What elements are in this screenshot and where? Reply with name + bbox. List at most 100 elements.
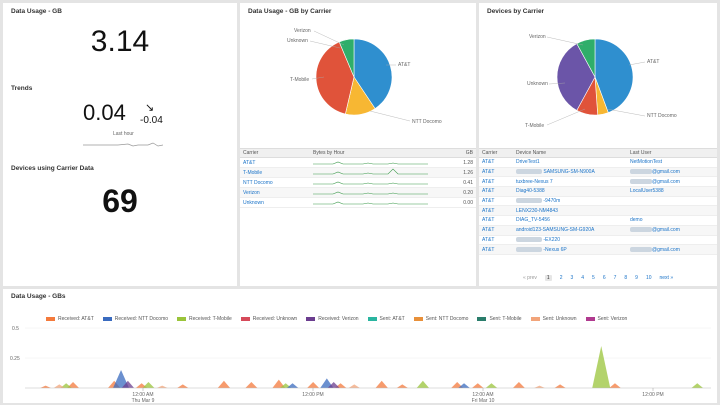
pager-page[interactable]: 9	[635, 275, 638, 281]
device-name-cell[interactable]: tuxbree-Nexus 7	[513, 176, 627, 188]
area-chart-title: Data Usage - GBs	[11, 293, 66, 300]
device-carrier-cell[interactable]: AT&T	[479, 225, 513, 236]
last-user-cell[interactable]: NetMotionTest	[627, 157, 717, 168]
pie-label-unknown: Unknown	[287, 38, 308, 44]
device-name-cell[interactable]: -Nexus 6P	[513, 244, 627, 255]
legend-item[interactable]: Received: Verizon	[306, 316, 359, 322]
device-row[interactable]: AT&T LENX230-NM4843	[479, 205, 717, 217]
device-row[interactable]: AT&T DIAG_TV-5456 demo	[479, 215, 717, 226]
pie-slice-att[interactable]	[594, 38, 634, 113]
device-name-cell[interactable]: LENX230-NM4843	[513, 205, 627, 217]
pager-page[interactable]: 1	[544, 275, 552, 281]
pie-label-verizon: Verizon	[294, 28, 311, 34]
x-tick-label: 12:00 PM	[302, 392, 323, 398]
carrier-cell[interactable]: Unknown	[240, 197, 310, 208]
device-carrier-cell[interactable]: AT&T	[479, 167, 513, 178]
device-row[interactable]: AT&T -Nexus 6P @gmail.com	[479, 244, 717, 255]
device-row[interactable]: AT&T Diag40-5388 LocalUser5388	[479, 186, 717, 197]
last-user-cell[interactable]	[627, 235, 717, 246]
device-row[interactable]: AT&T tuxbree-Nexus 7 @gmail.com	[479, 176, 717, 188]
pager-page[interactable]: 4	[581, 275, 585, 281]
area-peak	[142, 382, 155, 388]
carrier-cell[interactable]: T-Mobile	[240, 167, 310, 178]
carrier-row[interactable]: AT&T 1.28	[240, 157, 476, 168]
last-user-cell[interactable]: @gmail.com	[627, 244, 717, 255]
legend-item[interactable]: Received: AT&T	[46, 316, 94, 322]
pager-page[interactable]: 6	[602, 275, 606, 281]
carrier-cell[interactable]: Verizon	[240, 187, 310, 198]
area-peak	[272, 379, 286, 388]
device-name-cell[interactable]: DriveTest1	[513, 157, 627, 168]
device-carrier-cell[interactable]: AT&T	[479, 235, 513, 246]
pager-page[interactable]: 10	[645, 275, 652, 281]
last-user: LocalUser5388	[630, 188, 664, 195]
carrier-row[interactable]: Unknown 0.00	[240, 197, 476, 208]
legend-swatch	[102, 317, 112, 321]
device-name-cell[interactable]: SAMSUNG-SM-N900A	[513, 167, 627, 178]
device-row[interactable]: AT&T android123-SAMSUNG-SM-G920A @gmail.co…	[479, 225, 717, 236]
last-user-cell[interactable]: @gmail.com	[627, 167, 717, 178]
legend-item[interactable]: Sent: NTT Docomo	[413, 316, 468, 322]
device-carrier-cell[interactable]: AT&T	[479, 157, 513, 168]
carrier-cell[interactable]: AT&T	[240, 157, 310, 168]
carrier-row[interactable]: T-Mobile 1.26	[240, 167, 476, 178]
last-user-cell[interactable]	[627, 196, 717, 207]
area-peak	[286, 383, 299, 388]
device-row[interactable]: AT&T -9470m	[479, 196, 717, 207]
device-carrier-cell[interactable]: AT&T	[479, 196, 513, 207]
trend-delta: -0.04	[140, 115, 163, 126]
device-row[interactable]: AT&T -EX220	[479, 235, 717, 246]
pie-slice-verizon[interactable]	[338, 38, 355, 78]
pager-prev[interactable]: « prev	[523, 275, 537, 281]
last-user: NetMotionTest	[630, 159, 662, 166]
device-name-cell[interactable]: -9470m	[513, 196, 627, 207]
last-user-cell[interactable]: LocalUser5388	[627, 186, 717, 197]
pager-page[interactable]: 3	[570, 275, 574, 281]
legend-item[interactable]: Sent: AT&T	[367, 316, 405, 322]
device-carrier-cell[interactable]: AT&T	[479, 186, 513, 197]
pager-page[interactable]: 8	[624, 275, 628, 281]
legend-item[interactable]: Sent: Verizon	[585, 316, 627, 322]
last-user-cell[interactable]	[627, 205, 717, 217]
gb-cell: 0.00	[436, 197, 476, 208]
col-device-name[interactable]: Device Name	[513, 148, 627, 158]
device-row[interactable]: AT&T DriveTest1 NetMotionTest	[479, 157, 717, 168]
device-carrier-cell[interactable]: AT&T	[479, 244, 513, 255]
last-user: @gmail.com	[652, 178, 680, 185]
col-device-carrier[interactable]: Carrier	[479, 148, 513, 158]
device-row[interactable]: AT&T SAMSUNG-SM-N900A @gmail.com	[479, 167, 717, 178]
last-user-cell[interactable]: @gmail.com	[627, 176, 717, 188]
legend-item[interactable]: Sent: T-Mobile	[477, 316, 522, 322]
pager-page[interactable]: 7	[613, 275, 617, 281]
col-gb[interactable]: GB	[436, 148, 476, 158]
device-carrier-cell[interactable]: AT&T	[479, 176, 513, 188]
carrier-row[interactable]: Verizon 0.20	[240, 187, 476, 198]
data-usage-value: 3.14	[90, 25, 150, 58]
legend-item[interactable]: Sent: Unknown	[530, 316, 577, 322]
col-carrier[interactable]: Carrier	[240, 148, 310, 158]
area-peak	[396, 384, 408, 388]
col-last-user[interactable]: Last User	[627, 148, 717, 158]
pie-slice-tmobile[interactable]	[315, 41, 355, 115]
device-name-cell[interactable]: -EX220	[513, 235, 627, 246]
legend-item[interactable]: Received: T-Mobile	[177, 316, 232, 322]
device-table: Carrier Device Name Last User AT&T DriveT…	[479, 148, 717, 255]
area-peak	[375, 380, 388, 388]
pie-slice-unknown[interactable]	[556, 43, 596, 111]
col-bytes-by-hour[interactable]: Bytes by Hour	[310, 148, 436, 158]
device-name-cell[interactable]: android123-SAMSUNG-SM-G920A	[513, 225, 627, 236]
pager-page[interactable]: 5	[592, 275, 595, 281]
last-user-cell[interactable]: demo	[627, 215, 717, 226]
pager-page[interactable]: 2	[559, 275, 563, 281]
device-carrier-cell[interactable]: AT&T	[479, 215, 513, 226]
device-name-cell[interactable]: Diag40-5388	[513, 186, 627, 197]
device-carrier-cell[interactable]: AT&T	[479, 205, 513, 217]
bytes-sparkline-cell	[310, 187, 436, 198]
carrier-row[interactable]: NTT Docomo 0.41	[240, 177, 476, 188]
last-user-cell[interactable]: @gmail.com	[627, 225, 717, 236]
legend-item[interactable]: Received: NTT Docomo	[102, 316, 168, 322]
device-name-cell[interactable]: DIAG_TV-5456	[513, 215, 627, 226]
carrier-cell[interactable]: NTT Docomo	[240, 177, 310, 188]
legend-item[interactable]: Received: Unknown	[240, 316, 297, 322]
pager-next[interactable]: next »	[659, 275, 674, 281]
